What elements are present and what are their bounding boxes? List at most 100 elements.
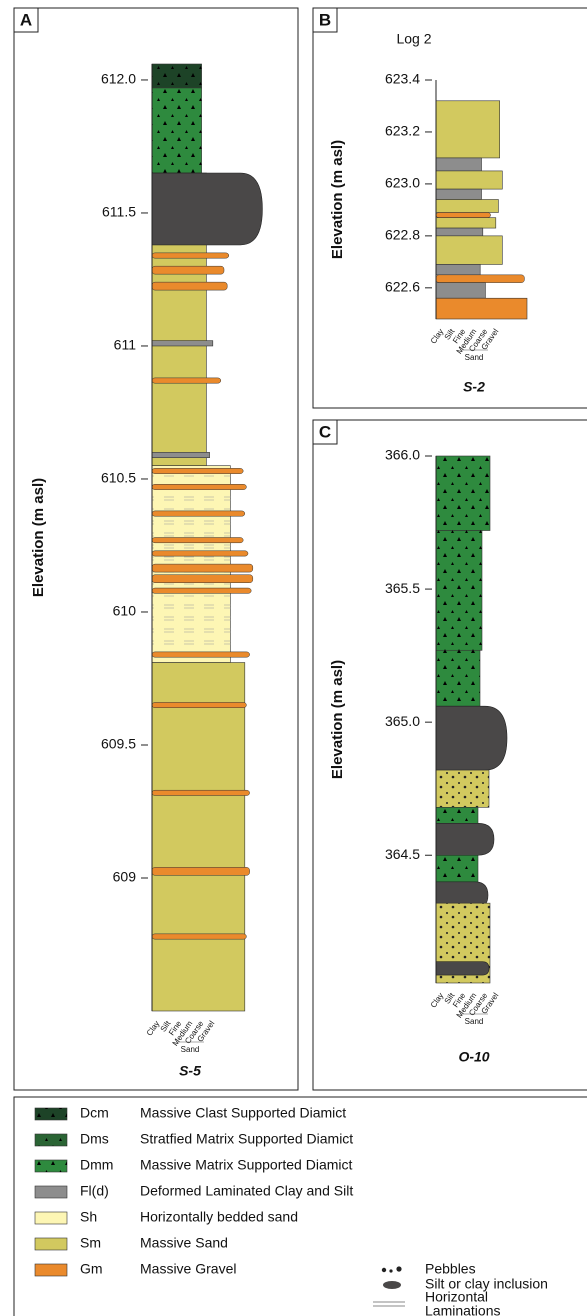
layer-texture <box>436 650 480 707</box>
inclusion-icon <box>383 1281 401 1289</box>
legend-description: Horizontally bedded sand <box>140 1209 298 1225</box>
gravel-bed <box>151 281 228 291</box>
panel-letter-box <box>312 419 338 445</box>
y-tick-label: 364.5 <box>385 846 420 862</box>
legend-code: Dcm <box>80 1105 109 1121</box>
legend-symbol-label: Pebbles <box>425 1261 476 1277</box>
legend-code: Sh <box>80 1209 97 1225</box>
layer <box>435 199 499 213</box>
y-tick-label: 609.5 <box>101 736 136 752</box>
grain-group-label: Sand <box>465 1017 484 1026</box>
panel: B Log 2 623.4 623.2 623.0 622.8 622.6 Elevation… <box>312 7 587 409</box>
gravel-bed <box>151 468 244 474</box>
swatch-texture <box>35 1134 67 1146</box>
gravel-bed <box>151 377 222 384</box>
legend-symbol-label: Horizontal <box>425 1289 488 1305</box>
swatch-texture <box>35 1108 67 1120</box>
gravel-bed <box>151 550 249 557</box>
grain-group-label: Sand <box>465 353 484 362</box>
legend-code: Sm <box>80 1235 101 1251</box>
legend-description: Massive Clast Supported Diamict <box>140 1105 346 1121</box>
legend: Dcm Massive Clast Supported Diamict Dms Str… <box>13 1096 587 1316</box>
layer <box>435 188 482 200</box>
legend-code: Dmm <box>80 1157 113 1173</box>
pebbles-icon <box>381 1266 402 1273</box>
swatch-texture <box>35 1160 67 1172</box>
panel-letter-box <box>13 7 39 33</box>
y-tick-label: 623.0 <box>385 175 420 191</box>
legend-code: Fl(d) <box>80 1183 109 1199</box>
pebble <box>381 1267 387 1273</box>
axis-label: Elevation (m asl) <box>30 478 47 597</box>
gravel-bed <box>435 212 491 218</box>
layer <box>151 662 246 1012</box>
y-tick-label: 611.5 <box>102 204 136 220</box>
legend-code: Dms <box>80 1131 109 1147</box>
lamination-icon <box>373 1301 405 1307</box>
panels: A 612.0 611.5 611 610.5 610 609.5 609 Elevation … <box>13 7 587 1091</box>
legend-swatch <box>34 1263 68 1277</box>
gravel-bed <box>151 537 244 544</box>
panel: A 612.0 611.5 611 610.5 610 609.5 609 Elevation … <box>13 7 299 1091</box>
y-tick-label: 365.5 <box>385 580 420 596</box>
layer-texture <box>152 87 202 174</box>
gravel-bed <box>151 265 225 275</box>
inclusion <box>151 172 263 246</box>
gravel-bed <box>151 587 252 594</box>
inclusion <box>435 961 490 976</box>
axis-label: Elevation (m asl) <box>329 660 346 779</box>
layer <box>435 235 503 265</box>
gravel-bed <box>151 510 246 517</box>
y-tick-label: 623.4 <box>385 71 420 87</box>
layer <box>435 170 503 190</box>
y-tick-label: 610.5 <box>101 470 136 486</box>
legend-frame <box>13 1096 587 1316</box>
gravel-bed <box>151 702 247 708</box>
y-tick-label: 365.0 <box>385 713 420 729</box>
gravel-bed <box>151 867 250 876</box>
legend-code: Gm <box>80 1261 103 1277</box>
layer <box>151 452 210 458</box>
panel-frame <box>312 419 587 1091</box>
legend-swatch <box>34 1237 68 1251</box>
panel-letter-box <box>312 7 338 33</box>
layer <box>151 340 214 347</box>
axis-label: Elevation (m asl) <box>329 140 346 259</box>
panel-frame <box>13 7 299 1091</box>
layer <box>435 217 497 229</box>
legend-description: Massive Matrix Supported Diamict <box>140 1157 353 1173</box>
inclusion <box>435 705 508 771</box>
gravel-bed <box>151 574 254 583</box>
y-tick-label: 622.8 <box>385 227 420 243</box>
legend-swatch <box>34 1211 68 1225</box>
gravel-bed <box>151 563 254 573</box>
y-tick-label: 609 <box>113 869 137 885</box>
panel-letter: C <box>319 422 331 441</box>
layer-texture <box>152 64 202 88</box>
y-tick-label: 366.0 <box>385 447 420 463</box>
layer <box>435 100 501 159</box>
panel-letter: B <box>319 10 331 29</box>
legend-description: Stratfied Matrix Supported Diamict <box>140 1131 353 1147</box>
gravel-bed <box>151 484 247 490</box>
pebble <box>396 1266 402 1272</box>
legend-description: Massive Sand <box>140 1235 228 1251</box>
layer <box>435 282 486 299</box>
legend-description: Massive Gravel <box>140 1261 236 1277</box>
panel-frame <box>312 7 587 409</box>
gravel-bed <box>151 789 250 796</box>
log-name: S-5 <box>179 1063 201 1079</box>
y-tick-label: 622.6 <box>385 279 420 295</box>
pebble <box>389 1269 393 1273</box>
log-name: S-2 <box>463 379 485 395</box>
layer-texture <box>436 530 482 651</box>
layer <box>435 297 528 320</box>
panel-letter: A <box>20 10 32 29</box>
y-tick-label: 610 <box>113 603 137 619</box>
layer <box>435 227 484 237</box>
y-tick-label: 611 <box>114 337 137 353</box>
log-name: O-10 <box>458 1049 489 1065</box>
gravel-bed <box>151 252 230 259</box>
